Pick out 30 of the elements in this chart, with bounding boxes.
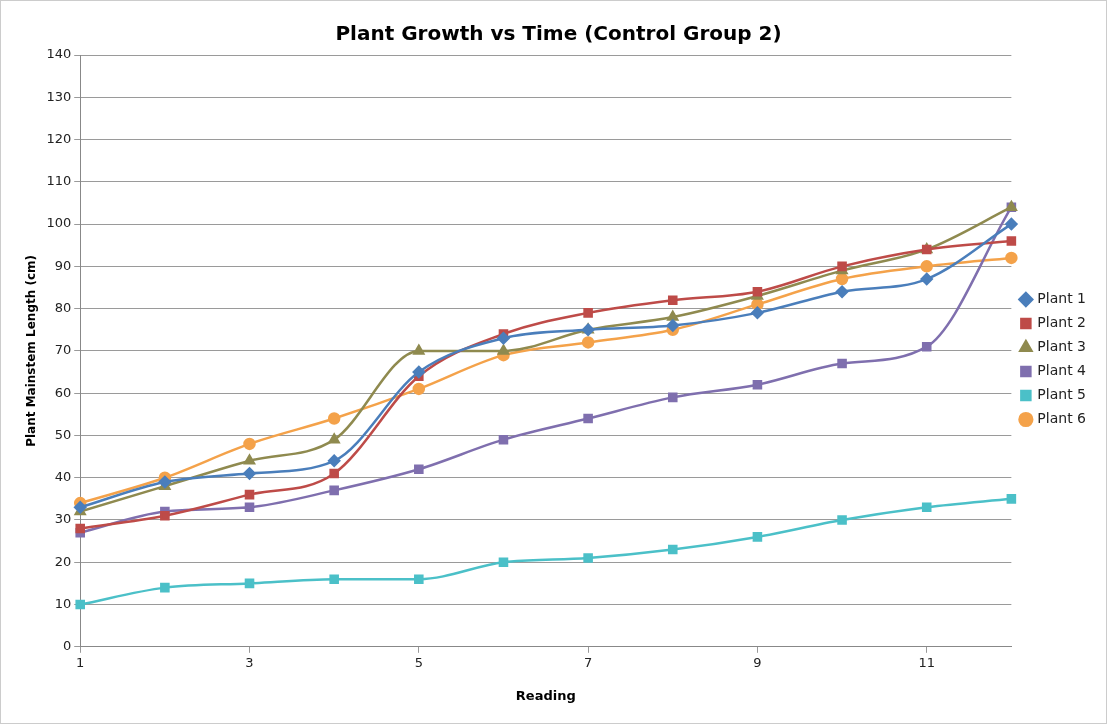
legend-label: Plant 5 <box>1037 386 1087 403</box>
y-tick-label: 0 <box>62 638 72 654</box>
x-tick-label: 7 <box>583 654 593 670</box>
chart-title: Plant Growth vs Time (Control Group 2) <box>335 21 782 46</box>
x-tick-label: 9 <box>753 654 762 670</box>
legend-label: Plant 1 <box>1037 290 1087 307</box>
legend-label: Plant 3 <box>1037 338 1087 355</box>
x-tick-label: 5 <box>414 654 423 670</box>
x-axis-title: Reading <box>515 687 576 703</box>
x-tick-label: 11 <box>918 654 935 670</box>
y-tick-label: 110 <box>46 173 72 189</box>
legend-label: Plant 6 <box>1037 410 1087 427</box>
y-tick-label: 20 <box>54 553 72 569</box>
y-tick-label: 90 <box>54 257 72 273</box>
legend-label: Plant 2 <box>1037 314 1087 331</box>
y-tick-label: 10 <box>54 595 72 611</box>
y-tick-label: 70 <box>54 342 72 358</box>
y-tick-label: 60 <box>54 384 72 400</box>
y-tick-label: 100 <box>46 215 72 231</box>
x-tick-label: 3 <box>245 654 254 670</box>
y-tick-label: 120 <box>46 130 72 146</box>
y-tick-label: 50 <box>54 426 72 442</box>
y-axis-title: Plant Mainstem Length (cm) <box>24 254 39 447</box>
y-tick-label: 130 <box>46 88 72 104</box>
x-tick-label: 1 <box>76 654 85 670</box>
y-tick-label: 140 <box>46 46 72 62</box>
legend-label: Plant 4 <box>1037 362 1087 379</box>
y-tick-label: 80 <box>54 300 72 315</box>
y-tick-label: 40 <box>54 469 72 485</box>
y-tick-label: 30 <box>54 511 72 527</box>
